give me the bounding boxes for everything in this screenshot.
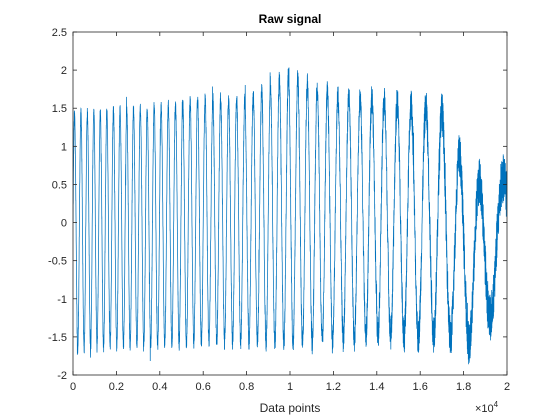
chart-title: Raw signal [259,12,322,26]
x-tick-label: 1.4 [369,381,384,393]
x-tick-label: 0.8 [239,381,254,393]
y-axis: -2 -1.5 -1 -0.5 0 0.5 1 1.5 2 2.5 [48,27,507,382]
y-tick-label: -0.5 [48,256,67,268]
y-tick-label: 1 [61,141,67,153]
x-axis-exponent-power: 4 [494,400,499,409]
x-axis-exponent-base: ×10 [475,403,494,415]
x-tick-label: 1.2 [326,381,341,393]
x-axis-label: Data points [260,401,321,415]
y-tick-label: -2 [57,370,67,382]
x-axis-exponent: ×104 [475,400,499,415]
x-tick-label: 0.2 [109,381,124,393]
x-tick-label: 0.6 [196,381,211,393]
y-tick-label: -1 [57,294,67,306]
series-raw-signal-line [73,67,507,365]
y-tick-label: 2 [61,65,67,77]
y-tick-label: -1.5 [48,332,67,344]
y-tick-label: 2.5 [52,27,67,39]
y-tick-label: 0 [61,218,67,230]
axes-background [73,32,507,375]
x-tick-label: 0 [70,381,76,393]
x-tick-label: 1 [287,381,293,393]
x-tick-label: 1.8 [456,381,471,393]
x-tick-label: 2 [504,381,510,393]
x-axis: 0 0.2 0.4 0.6 0.8 1 1.2 1.4 1.6 1.8 2 [70,32,510,393]
x-tick-label: 0.4 [152,381,167,393]
y-tick-label: 1.5 [52,103,67,115]
plot-area [73,67,507,365]
y-tick-label: 0.5 [52,179,67,191]
x-tick-label: 1.6 [413,381,428,393]
